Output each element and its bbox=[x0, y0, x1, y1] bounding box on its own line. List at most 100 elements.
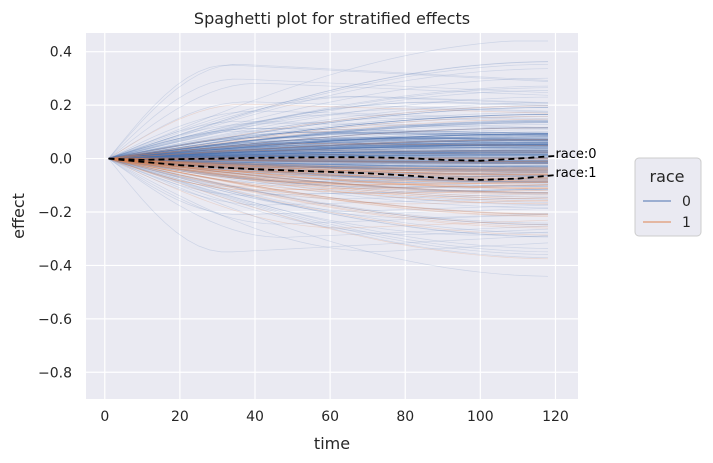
grid-lines bbox=[86, 33, 578, 399]
individual-trajectory bbox=[108, 133, 549, 159]
individual-trajectory bbox=[108, 158, 549, 253]
individual-trajectory bbox=[108, 105, 549, 159]
individual-trajectory bbox=[108, 152, 548, 159]
individual-trajectory bbox=[108, 140, 549, 159]
individual-trajectory bbox=[108, 114, 548, 159]
individual-trajectory bbox=[108, 158, 549, 193]
individual-trajectory bbox=[108, 141, 548, 159]
individual-trajectory bbox=[108, 101, 549, 159]
individual-trajectory bbox=[108, 158, 548, 167]
individual-trajectory bbox=[108, 158, 548, 167]
individual-trajectory bbox=[108, 150, 548, 159]
individual-trajectory bbox=[108, 132, 549, 159]
individual-trajectory bbox=[108, 158, 549, 238]
individual-trajectory bbox=[108, 137, 549, 159]
individual-trajectory bbox=[108, 118, 548, 159]
individual-trajectory bbox=[108, 144, 548, 159]
individual-trajectory bbox=[108, 82, 549, 159]
individual-trajectory bbox=[108, 142, 549, 159]
individual-trajectory bbox=[108, 158, 549, 260]
individual-trajectory bbox=[108, 133, 548, 159]
individual-trajectory bbox=[108, 143, 549, 159]
individual-trajectory bbox=[108, 64, 549, 159]
individual-trajectory bbox=[108, 158, 549, 194]
individual-trajectory bbox=[108, 144, 549, 159]
individual-trajectory bbox=[108, 136, 548, 159]
individual-trajectory bbox=[108, 158, 549, 191]
individual-trajectory bbox=[108, 96, 549, 159]
individual-trajectory bbox=[108, 158, 549, 227]
x-axis-label: time bbox=[314, 434, 350, 453]
individual-trajectory bbox=[108, 139, 549, 159]
individual-trajectory bbox=[108, 158, 549, 200]
individual-trajectory bbox=[108, 150, 548, 159]
individual-trajectory bbox=[108, 158, 549, 202]
individual-trajectory bbox=[108, 149, 548, 159]
individual-trajectory bbox=[108, 157, 548, 159]
y-axis-label: effect bbox=[9, 193, 28, 239]
individual-trajectory bbox=[108, 148, 548, 159]
legend-title: race bbox=[649, 167, 684, 186]
mean-lines bbox=[108, 155, 556, 181]
individual-trajectory bbox=[108, 107, 549, 159]
y-tick-label: −0.6 bbox=[38, 312, 72, 328]
spaghetti-lines bbox=[108, 40, 549, 277]
individual-trajectory bbox=[108, 144, 549, 159]
individual-trajectory bbox=[108, 155, 548, 159]
legend: race 0 1 bbox=[634, 157, 702, 237]
individual-trajectory bbox=[108, 149, 548, 159]
individual-trajectory bbox=[108, 152, 548, 159]
individual-trajectory bbox=[108, 146, 548, 159]
individual-trajectory bbox=[108, 158, 549, 217]
individual-trajectory bbox=[108, 68, 549, 159]
individual-trajectory bbox=[108, 158, 549, 181]
individual-trajectory bbox=[108, 146, 548, 159]
individual-trajectory bbox=[108, 114, 549, 159]
individual-trajectory bbox=[108, 158, 548, 169]
x-tick-label: 0 bbox=[100, 409, 109, 425]
individual-trajectory bbox=[108, 158, 548, 181]
individual-trajectory bbox=[108, 158, 548, 196]
individual-trajectory bbox=[108, 158, 548, 182]
individual-trajectory bbox=[108, 158, 549, 188]
individual-trajectory bbox=[108, 158, 549, 182]
individual-trajectory bbox=[108, 146, 549, 159]
individual-trajectory bbox=[108, 131, 549, 159]
individual-trajectory bbox=[108, 96, 549, 159]
individual-trajectory bbox=[108, 158, 549, 200]
individual-trajectory bbox=[108, 158, 549, 219]
individual-trajectory bbox=[108, 158, 549, 186]
y-tick-label: 0.0 bbox=[50, 152, 72, 168]
individual-trajectory bbox=[108, 158, 548, 171]
individual-trajectory bbox=[108, 158, 549, 236]
individual-trajectory bbox=[108, 138, 548, 159]
individual-trajectory bbox=[108, 158, 548, 173]
y-tick-label: 0.2 bbox=[50, 98, 72, 114]
individual-trajectory bbox=[108, 127, 549, 159]
individual-trajectory bbox=[108, 139, 549, 159]
individual-trajectory bbox=[108, 152, 548, 159]
individual-trajectory bbox=[108, 111, 549, 159]
x-tick-label: 40 bbox=[246, 409, 264, 425]
individual-trajectory bbox=[108, 138, 549, 159]
individual-trajectory bbox=[108, 136, 549, 159]
individual-trajectory bbox=[108, 135, 549, 159]
individual-trajectory bbox=[108, 158, 549, 173]
individual-trajectory bbox=[108, 158, 549, 183]
individual-trajectory bbox=[108, 158, 549, 215]
individual-trajectory bbox=[108, 143, 549, 159]
individual-trajectory bbox=[108, 158, 549, 187]
individual-trajectory bbox=[108, 158, 549, 215]
individual-trajectory bbox=[108, 133, 548, 159]
individual-trajectory bbox=[108, 150, 548, 159]
individual-trajectory bbox=[108, 142, 549, 159]
individual-trajectory bbox=[108, 158, 549, 252]
individual-trajectory bbox=[108, 120, 549, 159]
individual-trajectory bbox=[108, 154, 548, 159]
individual-trajectory bbox=[108, 158, 549, 185]
individual-trajectory bbox=[108, 133, 548, 159]
individual-trajectory bbox=[108, 158, 549, 209]
individual-trajectory bbox=[108, 158, 548, 181]
individual-trajectory bbox=[108, 114, 549, 159]
individual-trajectory bbox=[108, 138, 549, 159]
